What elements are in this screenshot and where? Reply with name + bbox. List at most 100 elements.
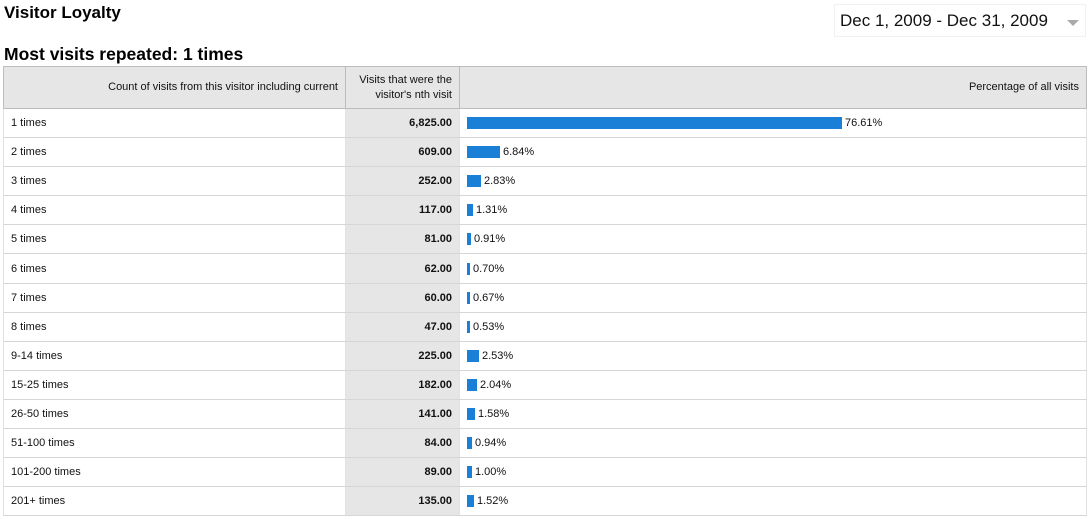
percentage-bar-wrap: 2.04% <box>467 378 1079 391</box>
percentage-bar-wrap: 2.83% <box>467 175 1079 188</box>
percentage-label: 2.53% <box>482 349 514 362</box>
report-subtitle: Most visits repeated: 1 times <box>4 44 244 64</box>
row-visits-value: 252.00 <box>345 166 460 197</box>
percentage-bar <box>467 233 471 246</box>
row-percentage-cell: 2.04% <box>459 370 1087 400</box>
percentage-bar-wrap: 1.58% <box>467 407 1079 420</box>
row-visits-value: 89.00 <box>345 457 460 488</box>
percentage-bar-wrap: 1.31% <box>467 204 1079 217</box>
table-row[interactable]: 2 times 609.00 6.84% <box>3 137 1087 168</box>
percentage-bar <box>467 291 470 304</box>
percentage-bar <box>467 495 474 508</box>
row-percentage-cell: 0.53% <box>459 312 1087 342</box>
percentage-label: 1.31% <box>476 204 508 217</box>
percentage-bar-wrap: 76.61% <box>467 117 1079 130</box>
row-percentage-cell: 1.52% <box>459 486 1087 517</box>
table-body: 1 times 6,825.00 76.61% 2 times 609.00 6.84% 3… <box>3 108 1087 517</box>
row-visits-value: 141.00 <box>345 399 460 430</box>
percentage-bar-wrap: 6.84% <box>467 146 1079 159</box>
row-count-label: 7 times <box>3 283 346 313</box>
row-count-label: 201+ times <box>3 486 346 517</box>
percentage-bar <box>467 437 472 450</box>
row-count-label: 15-25 times <box>3 370 346 400</box>
percentage-bar <box>467 466 472 479</box>
table-row[interactable]: 26-50 times 141.00 1.58% <box>3 399 1087 430</box>
percentage-label: 76.61% <box>845 117 883 130</box>
table-row[interactable]: 5 times 81.00 0.91% <box>3 224 1087 255</box>
row-count-label: 5 times <box>3 224 346 255</box>
percentage-bar <box>467 117 842 130</box>
chevron-down-icon[interactable] <box>1067 20 1079 26</box>
row-visits-value: 84.00 <box>345 428 460 459</box>
table-row[interactable]: 8 times 47.00 0.53% <box>3 312 1087 342</box>
percentage-label: 0.94% <box>475 437 507 450</box>
row-visits-value: 135.00 <box>345 486 460 517</box>
row-percentage-cell: 0.91% <box>459 224 1087 255</box>
date-range-picker[interactable]: Dec 1, 2009 - Dec 31, 2009 <box>834 4 1086 37</box>
percentage-bar-wrap: 0.70% <box>467 262 1079 275</box>
percentage-bar-wrap: 0.91% <box>467 233 1079 246</box>
row-count-label: 3 times <box>3 166 346 197</box>
row-count-label: 2 times <box>3 137 346 168</box>
percentage-label: 0.70% <box>473 262 505 275</box>
percentage-bar-wrap: 0.67% <box>467 291 1079 304</box>
percentage-label: 0.53% <box>473 320 505 333</box>
percentage-label: 2.04% <box>480 378 512 391</box>
table-row[interactable]: 7 times 60.00 0.67% <box>3 283 1087 313</box>
row-visits-value: 62.00 <box>345 253 460 284</box>
table-row[interactable]: 3 times 252.00 2.83% <box>3 166 1087 197</box>
column-header-percentage[interactable]: Percentage of all visits <box>459 66 1087 109</box>
row-count-label: 9-14 times <box>3 341 346 371</box>
row-visits-value: 609.00 <box>345 137 460 168</box>
table-row[interactable]: 201+ times 135.00 1.52% <box>3 486 1087 517</box>
percentage-bar <box>467 204 473 217</box>
column-header-visits-line1: Visits that were the <box>359 73 452 86</box>
row-visits-value: 182.00 <box>345 370 460 400</box>
percentage-label: 0.91% <box>474 233 506 246</box>
percentage-label: 1.52% <box>477 495 509 508</box>
percentage-bar-wrap: 1.00% <box>467 466 1079 479</box>
percentage-bar-wrap: 0.94% <box>467 437 1079 450</box>
percentage-bar <box>467 407 475 420</box>
row-count-label: 51-100 times <box>3 428 346 459</box>
row-percentage-cell: 1.58% <box>459 399 1087 430</box>
row-percentage-cell: 1.31% <box>459 195 1087 226</box>
table-row[interactable]: 6 times 62.00 0.70% <box>3 253 1087 284</box>
percentage-label: 1.58% <box>478 407 510 420</box>
table-row[interactable]: 15-25 times 182.00 2.04% <box>3 370 1087 400</box>
table-row[interactable]: 51-100 times 84.00 0.94% <box>3 428 1087 459</box>
percentage-label: 1.00% <box>475 466 507 479</box>
row-percentage-cell: 0.67% <box>459 283 1087 313</box>
row-visits-value: 60.00 <box>345 283 460 313</box>
percentage-label: 6.84% <box>503 146 535 159</box>
row-visits-value: 117.00 <box>345 195 460 226</box>
table-row[interactable]: 1 times 6,825.00 76.61% <box>3 108 1087 139</box>
row-percentage-cell: 0.94% <box>459 428 1087 459</box>
row-percentage-cell: 76.61% <box>459 108 1087 139</box>
row-percentage-cell: 2.53% <box>459 341 1087 371</box>
visitor-loyalty-table: Count of visits from this visitor includ… <box>3 66 1087 517</box>
column-header-visits-line2: visitor's nth visit <box>375 88 452 101</box>
row-percentage-cell: 2.83% <box>459 166 1087 197</box>
percentage-label: 0.67% <box>473 291 505 304</box>
table-row[interactable]: 101-200 times 89.00 1.00% <box>3 457 1087 488</box>
percentage-bar <box>467 320 470 333</box>
table-row[interactable]: 9-14 times 225.00 2.53% <box>3 341 1087 371</box>
row-count-label: 26-50 times <box>3 399 346 430</box>
table-header-row: Count of visits from this visitor includ… <box>3 66 1087 109</box>
percentage-bar <box>467 175 481 188</box>
percentage-bar-wrap: 2.53% <box>467 349 1079 362</box>
column-header-count[interactable]: Count of visits from this visitor includ… <box>3 66 346 109</box>
page-title: Visitor Loyalty <box>4 3 121 22</box>
row-percentage-cell: 0.70% <box>459 253 1087 284</box>
row-visits-value: 6,825.00 <box>345 108 460 139</box>
column-header-visits[interactable]: Visits that were the visitor's nth visit <box>345 66 460 109</box>
row-visits-value: 225.00 <box>345 341 460 371</box>
row-percentage-cell: 6.84% <box>459 137 1087 168</box>
row-percentage-cell: 1.00% <box>459 457 1087 488</box>
row-visits-value: 81.00 <box>345 224 460 255</box>
row-count-label: 8 times <box>3 312 346 342</box>
row-count-label: 101-200 times <box>3 457 346 488</box>
table-row[interactable]: 4 times 117.00 1.31% <box>3 195 1087 226</box>
row-count-label: 6 times <box>3 253 346 284</box>
